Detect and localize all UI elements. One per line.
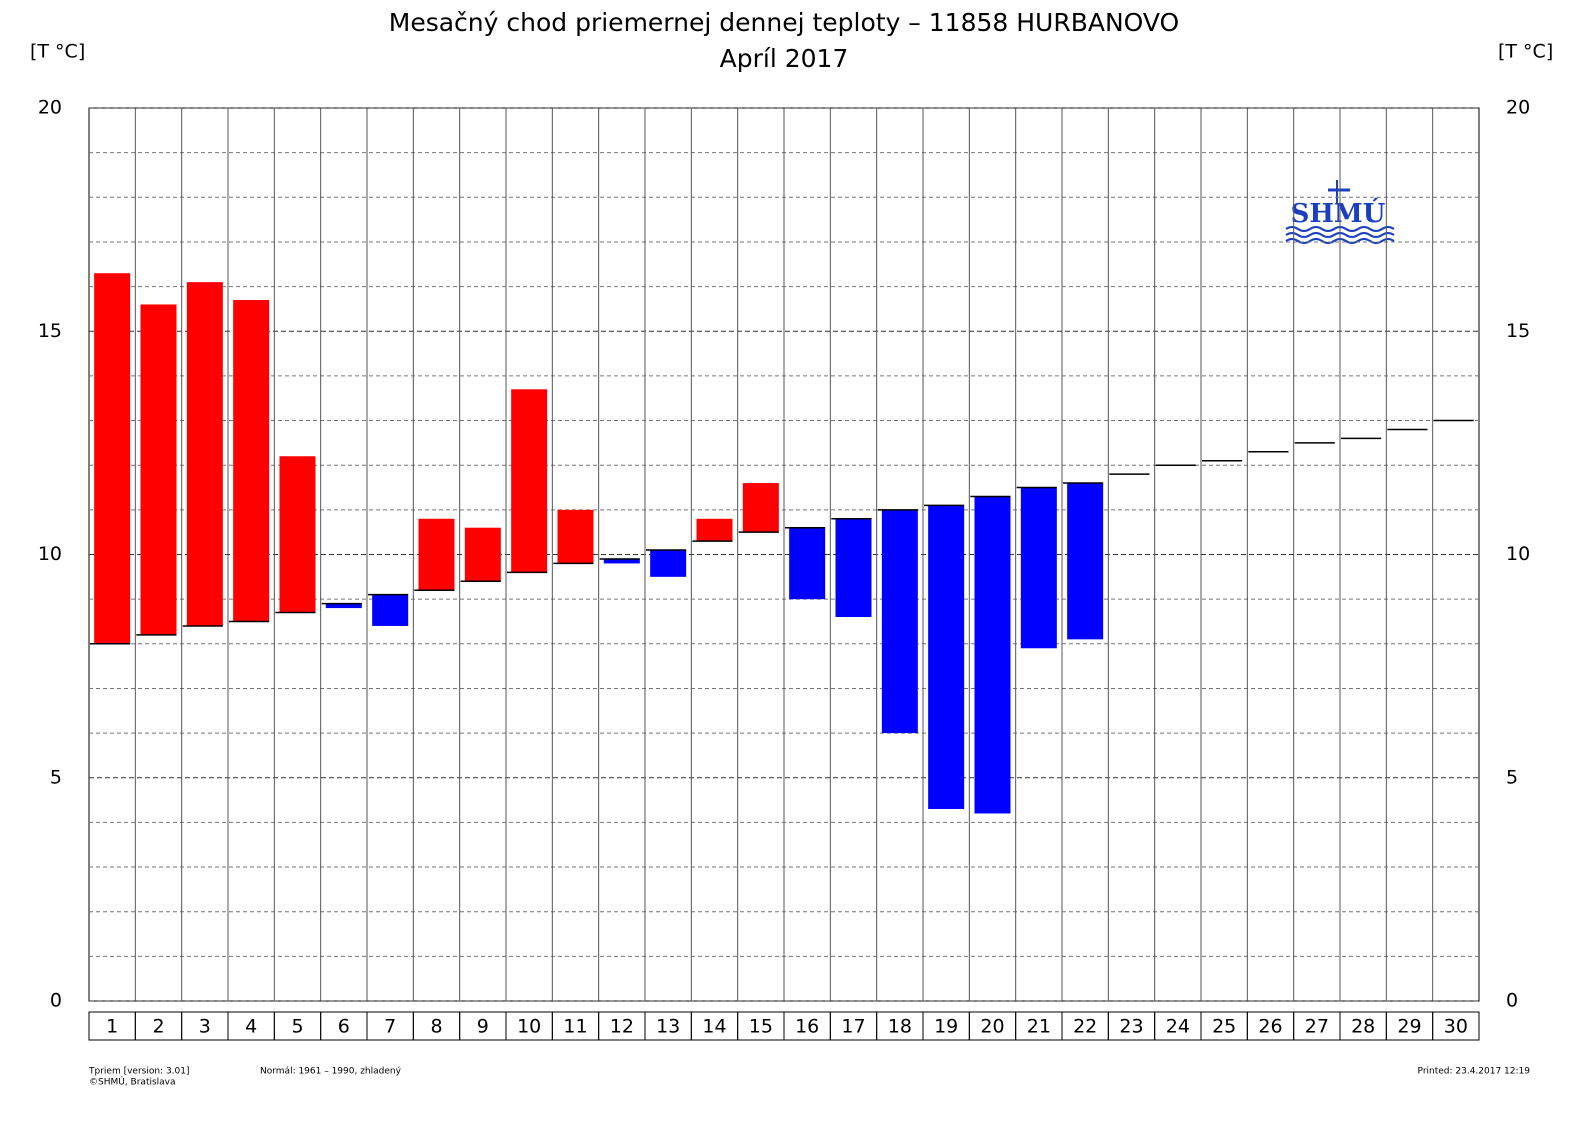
x-tick-label: 23 xyxy=(1119,1016,1143,1038)
y2-tick-label: 15 xyxy=(1506,320,1530,342)
bar xyxy=(325,603,362,609)
y2-tick-label: 0 xyxy=(1506,990,1518,1012)
x-tick-label: 10 xyxy=(517,1016,541,1038)
bar xyxy=(1020,487,1057,649)
bar xyxy=(789,527,826,600)
x-tick-label: 26 xyxy=(1258,1016,1282,1038)
x-tick-label: 18 xyxy=(888,1016,912,1038)
x-tick-label: 7 xyxy=(384,1016,396,1038)
bar xyxy=(464,527,501,582)
x-tick-label: 19 xyxy=(934,1016,958,1038)
bar xyxy=(186,282,223,626)
footer-text: Normál: 1961 – 1990, zhladený xyxy=(260,1067,402,1077)
x-tick-label: 16 xyxy=(795,1016,819,1038)
x-tick-label: 20 xyxy=(980,1016,1004,1038)
bar xyxy=(974,496,1011,814)
x-tick-label: 2 xyxy=(152,1016,164,1038)
x-tick-label: 15 xyxy=(749,1016,773,1038)
bar xyxy=(1067,483,1104,640)
y-tick-label: 5 xyxy=(50,766,62,788)
bar xyxy=(557,509,594,564)
bar xyxy=(742,483,779,533)
bar xyxy=(511,389,548,573)
bar xyxy=(696,518,733,542)
logo-text: SHMÚ xyxy=(1291,197,1386,229)
x-tick-label: 22 xyxy=(1073,1016,1097,1038)
y-tick-label: 20 xyxy=(38,97,62,119)
x-tick-label: 8 xyxy=(430,1016,442,1038)
x-tick-label: 4 xyxy=(245,1016,257,1038)
x-tick-label: 3 xyxy=(199,1016,211,1038)
x-tick-label: 14 xyxy=(702,1016,726,1038)
footer-text: ©SHMÚ, Bratislava xyxy=(89,1076,176,1088)
footer-text: Printed: 23.4.2017 12:19 xyxy=(1418,1067,1531,1077)
chart-title: Mesačný chod priemernej dennej teploty –… xyxy=(389,8,1179,37)
x-tick-label: 25 xyxy=(1212,1016,1236,1038)
chart-subtitle: Apríl 2017 xyxy=(720,44,849,73)
x-tick-label: 6 xyxy=(338,1016,350,1038)
bar xyxy=(140,304,177,635)
bar xyxy=(835,518,872,618)
x-tick-label: 28 xyxy=(1351,1016,1375,1038)
x-tick-label: 24 xyxy=(1166,1016,1190,1038)
x-tick-label: 21 xyxy=(1027,1016,1051,1038)
x-tick-label: 30 xyxy=(1444,1016,1468,1038)
y2-tick-label: 5 xyxy=(1506,766,1518,788)
x-tick-label: 13 xyxy=(656,1016,680,1038)
bar xyxy=(372,594,409,626)
bar xyxy=(881,509,918,734)
y-tick-label: 10 xyxy=(38,543,62,565)
bar xyxy=(279,456,316,613)
x-tick-label: 27 xyxy=(1305,1016,1329,1038)
bar xyxy=(928,505,965,810)
bar xyxy=(233,299,270,622)
y2-axis-label: [T °C] xyxy=(1498,41,1553,63)
bar xyxy=(94,273,131,644)
x-tick-label: 11 xyxy=(563,1016,587,1038)
x-tick-label: 1 xyxy=(106,1016,118,1038)
bar xyxy=(650,550,687,577)
y-tick-label: 15 xyxy=(38,320,62,342)
x-tick-label: 12 xyxy=(610,1016,634,1038)
x-tick-label: 29 xyxy=(1397,1016,1421,1038)
x-tick-label: 5 xyxy=(291,1016,303,1038)
x-tick-box xyxy=(1432,1011,1480,1041)
y-tick-label: 0 xyxy=(50,990,62,1012)
y-axis-label: [T °C] xyxy=(30,41,85,63)
x-tick-label: 9 xyxy=(477,1016,489,1038)
footer-text: Tpriem [version: 3.01] xyxy=(88,1067,190,1077)
y2-tick-label: 20 xyxy=(1506,97,1530,119)
bar xyxy=(418,518,455,591)
x-tick-label: 17 xyxy=(841,1016,865,1038)
bar xyxy=(603,558,640,564)
y2-tick-label: 10 xyxy=(1506,543,1530,565)
